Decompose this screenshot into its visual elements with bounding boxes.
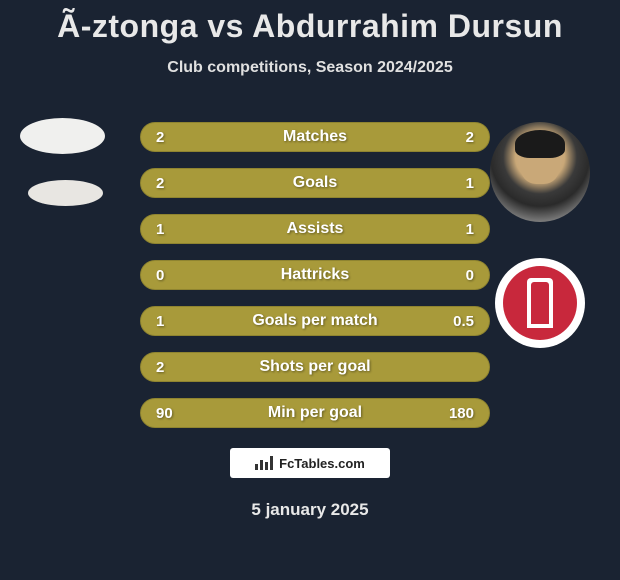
- stat-left-value: 0: [156, 267, 164, 284]
- stat-row-goals-per-match: 1 Goals per match 0.5: [140, 306, 490, 336]
- comparison-title: Ã-ztonga vs Abdurrahim Dursun: [0, 0, 620, 45]
- stat-row-min-per-goal: 90 Min per goal 180: [140, 398, 490, 428]
- player-right-avatar: [490, 122, 590, 222]
- stat-label: Min per goal: [141, 404, 489, 422]
- stat-label: Matches: [141, 128, 489, 146]
- stat-label: Assists: [141, 220, 489, 238]
- stat-right-value: 1: [466, 221, 474, 238]
- stat-row-hattricks: 0 Hattricks 0: [140, 260, 490, 290]
- stat-label: Shots per goal: [141, 358, 489, 376]
- stats-list: 2 Matches 2 2 Goals 1 1 Assists 1 0 Hatt…: [140, 122, 490, 444]
- stat-right-value: 2: [466, 129, 474, 146]
- stat-row-goals: 2 Goals 1: [140, 168, 490, 198]
- antalyaspor-icon: [503, 266, 577, 340]
- generation-date: 5 january 2025: [0, 500, 620, 520]
- stat-left-value: 1: [156, 221, 164, 238]
- stat-right-value: 180: [449, 405, 474, 422]
- club-right-badge: [495, 258, 585, 348]
- player-left-avatar-placeholder: [20, 118, 105, 154]
- stat-left-value: 2: [156, 175, 164, 192]
- fctables-brand-text: FcTables.com: [279, 456, 365, 471]
- season-subtitle: Club competitions, Season 2024/2025: [0, 59, 620, 77]
- stat-row-assists: 1 Assists 1: [140, 214, 490, 244]
- stat-right-value: 1: [466, 175, 474, 192]
- stat-row-matches: 2 Matches 2: [140, 122, 490, 152]
- stat-left-value: 2: [156, 359, 164, 376]
- fctables-watermark: FcTables.com: [230, 448, 390, 478]
- stat-label: Goals per match: [141, 312, 489, 330]
- stat-row-shots-per-goal: 2 Shots per goal: [140, 352, 490, 382]
- stat-left-value: 90: [156, 405, 173, 422]
- stat-label: Goals: [141, 174, 489, 192]
- stat-left-value: 1: [156, 313, 164, 330]
- stat-right-value: 0.5: [453, 313, 474, 330]
- club-left-badge-placeholder: [28, 180, 103, 206]
- stat-label: Hattricks: [141, 266, 489, 284]
- bar-chart-icon: [255, 456, 273, 470]
- stat-right-value: 0: [466, 267, 474, 284]
- stat-left-value: 2: [156, 129, 164, 146]
